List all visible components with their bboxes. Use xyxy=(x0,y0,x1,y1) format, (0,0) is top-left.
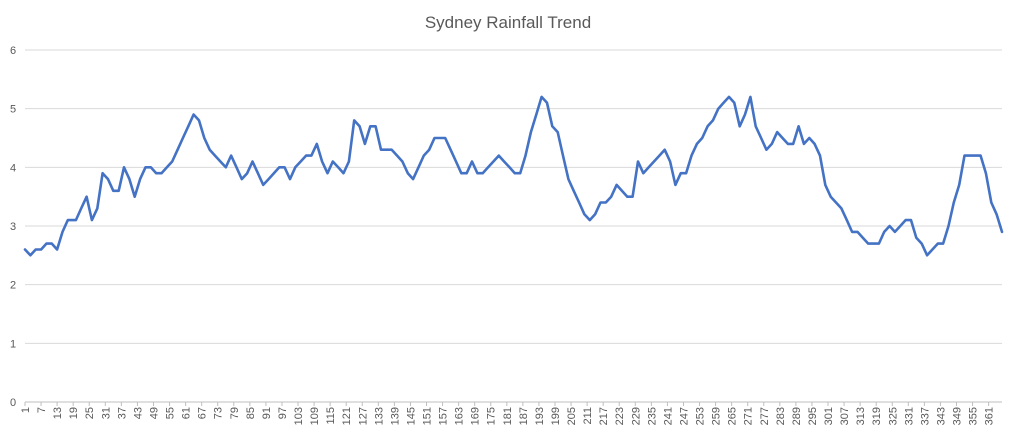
x-tick-label: 199 xyxy=(550,407,562,425)
x-tick-label: 253 xyxy=(695,407,707,425)
x-tick-label: 181 xyxy=(502,407,514,425)
x-tick-label: 271 xyxy=(743,407,755,425)
x-tick-label: 187 xyxy=(518,407,530,425)
x-tick-label: 145 xyxy=(405,407,417,425)
x-tick-label: 265 xyxy=(727,407,739,425)
x-tick-label: 307 xyxy=(839,407,851,425)
x-tick-label: 205 xyxy=(566,407,578,425)
x-tick-label: 175 xyxy=(486,407,498,425)
y-axis-ticks: 0 1 2 3 4 5 6 xyxy=(10,45,16,409)
x-tick-label: 97 xyxy=(277,407,289,419)
y-tick-label: 1 xyxy=(10,338,16,350)
y-tick-label: 5 xyxy=(10,104,16,116)
x-tick-label: 109 xyxy=(309,407,321,425)
y-tick-label: 3 xyxy=(10,221,16,233)
x-tick-label: 13 xyxy=(52,407,64,419)
x-tick-label: 121 xyxy=(341,407,353,425)
x-tick-label: 349 xyxy=(951,407,963,425)
x-tick-label: 37 xyxy=(116,407,128,419)
x-tick-label: 259 xyxy=(711,407,723,425)
x-tick-label: 247 xyxy=(678,407,690,425)
x-tick-label: 49 xyxy=(148,407,160,419)
series-line-0 xyxy=(23,95,1004,257)
x-tick-label: 139 xyxy=(389,407,401,425)
x-tick-label: 319 xyxy=(871,407,883,425)
y-tick-label: 6 xyxy=(10,45,16,57)
x-tick-label: 115 xyxy=(325,407,337,425)
x-tick-label: 31 xyxy=(100,407,112,419)
x-tick-label: 73 xyxy=(213,407,225,419)
x-tick-label: 283 xyxy=(775,407,787,425)
gridlines xyxy=(25,49,1002,403)
x-tick-label: 163 xyxy=(454,407,466,425)
x-tick-label: 91 xyxy=(261,407,273,419)
series-layer xyxy=(23,95,1004,257)
x-tick-label: 151 xyxy=(422,407,434,425)
x-tick-label: 361 xyxy=(984,407,996,425)
x-tick-label: 235 xyxy=(646,407,658,425)
x-tick-label: 25 xyxy=(84,407,96,419)
x-tick-label: 127 xyxy=(357,407,369,425)
x-tick-label: 343 xyxy=(935,407,947,425)
x-tick-label: 193 xyxy=(534,407,546,425)
x-tick-label: 223 xyxy=(614,407,626,425)
x-tick-label: 289 xyxy=(791,407,803,425)
y-tick-label: 4 xyxy=(10,162,16,174)
x-tick-label: 169 xyxy=(470,407,482,425)
x-tick-label: 79 xyxy=(229,407,241,419)
x-tick-label: 43 xyxy=(132,407,144,419)
chart-title: Sydney Rainfall Trend xyxy=(425,13,591,32)
x-tick-label: 85 xyxy=(245,407,257,419)
x-tick-label: 7 xyxy=(36,407,48,413)
x-tick-label: 325 xyxy=(887,407,899,425)
y-tick-label: 0 xyxy=(10,397,16,409)
x-tick-label: 241 xyxy=(662,407,674,425)
x-tick-label: 355 xyxy=(968,407,980,425)
x-tick-label: 211 xyxy=(582,407,594,425)
x-tick-label: 331 xyxy=(903,407,915,425)
x-tick-label: 103 xyxy=(293,407,305,425)
x-tick-label: 67 xyxy=(197,407,209,419)
x-axis-ticks: 1 7 13 19 25 31 37 43 49 55 61 67 73 79 85 91 97 103 109 11… xyxy=(20,402,996,425)
x-tick-label: 301 xyxy=(823,407,835,425)
x-tick-label: 313 xyxy=(855,407,867,425)
x-tick-label: 133 xyxy=(373,407,385,425)
x-tick-label: 1 xyxy=(20,407,32,413)
x-tick-label: 229 xyxy=(630,407,642,425)
x-tick-label: 277 xyxy=(759,407,771,425)
x-tick-label: 61 xyxy=(181,407,193,419)
x-tick-label: 55 xyxy=(165,407,177,419)
y-tick-label: 2 xyxy=(10,280,16,292)
x-tick-label: 157 xyxy=(438,407,450,425)
x-tick-label: 217 xyxy=(598,407,610,425)
x-tick-label: 19 xyxy=(68,407,80,419)
x-tick-label: 295 xyxy=(807,407,819,425)
x-tick-label: 337 xyxy=(919,407,931,425)
